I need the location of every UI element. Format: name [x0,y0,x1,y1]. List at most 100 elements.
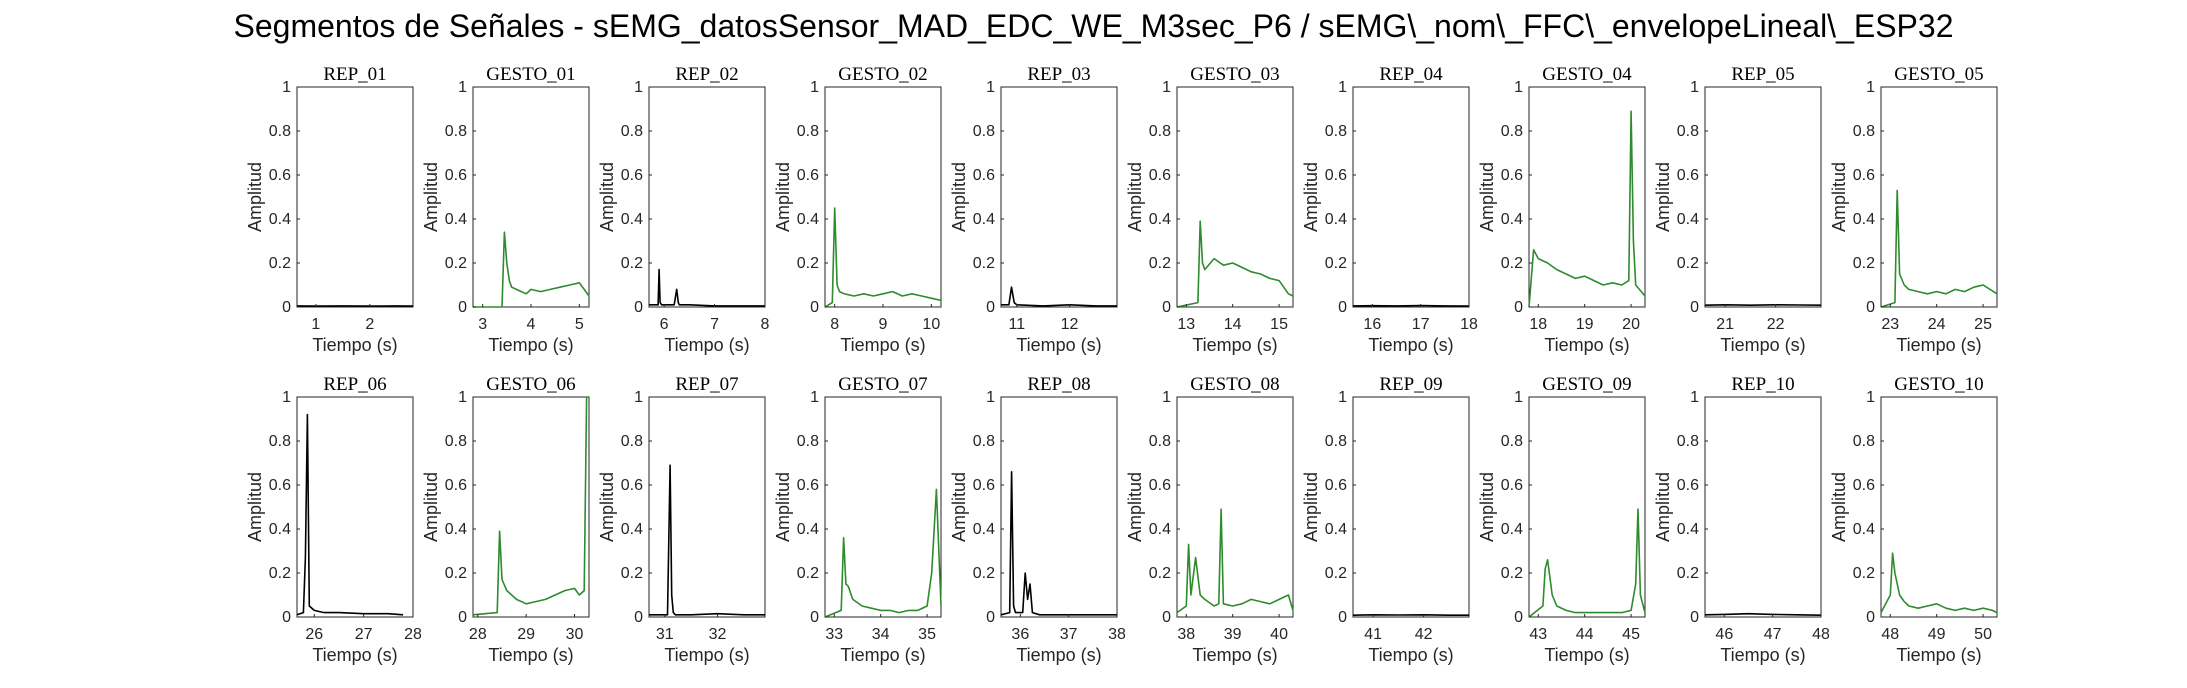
y-tick-label: 1 [282,389,291,406]
x-tick-label: 37 [1060,626,1078,643]
y-tick-label: 1 [986,79,995,96]
y-tick-label: 0 [1514,299,1523,316]
y-tick-label: 1 [1866,79,1875,96]
y-tick-label: 1 [1690,389,1699,406]
y-tick-label: 0.6 [1149,477,1171,494]
x-tick-label: 31 [656,626,674,643]
y-tick-label: 0.4 [269,521,291,538]
y-tick-label: 0.2 [1325,255,1347,272]
subplot-title: GESTO_09 [1542,374,1631,395]
series-line [1000,470,1117,616]
y-tick-label: 0.2 [621,565,643,582]
subplot-title: REP_01 [323,64,386,85]
y-tick-label: 0.4 [1853,521,1875,538]
y-tick-label: 0.6 [1149,167,1171,184]
y-tick-label: 1 [810,389,819,406]
x-axis-label: Tiempo (s) [312,645,397,665]
y-tick-label: 0.8 [1677,123,1699,140]
y-tick-label: 1 [458,389,467,406]
x-tick-label: 47 [1764,626,1782,643]
x-tick-label: 20 [1622,316,1640,333]
x-tick-label: 39 [1224,626,1242,643]
plot-area [1176,86,1294,308]
x-tick-label: 4 [527,316,536,333]
x-tick-label: 25 [1974,316,1992,333]
x-tick-label: 44 [1576,626,1594,643]
y-tick-label: 0 [282,299,291,316]
x-tick-label: 8 [830,316,839,333]
y-tick-label: 0.4 [797,211,819,228]
y-tick-label: 0.2 [797,255,819,272]
y-tick-label: 0.6 [797,477,819,494]
plot-area [1000,86,1118,308]
x-tick-label: 40 [1270,626,1288,643]
x-axis-label: Tiempo (s) [840,645,925,665]
y-tick-label: 0.8 [1325,123,1347,140]
y-tick-label: 0.4 [445,211,467,228]
y-tick-label: 0.2 [1325,565,1347,582]
y-tick-label: 1 [1514,389,1523,406]
y-tick-label: 0.6 [1853,477,1875,494]
series-line [1176,508,1294,614]
y-tick-label: 0.2 [797,565,819,582]
x-tick-label: 45 [1622,626,1640,643]
y-tick-label: 0.2 [621,255,643,272]
subplot-rep-08: 0 0.2 0.4 0.6 0.8 1 36 37 38 REP_08 Tiempo (s) Ampl… [949,374,1126,665]
subplot-title: REP_04 [1379,64,1443,85]
y-tick-label: 0.2 [973,255,995,272]
subplot-title: REP_07 [675,374,738,395]
x-axis-label: Tiempo (s) [1896,645,1981,665]
x-axis-label: Tiempo (s) [664,335,749,355]
series-line [296,413,404,616]
x-axis-label: Tiempo (s) [1544,645,1629,665]
plot-area [824,86,942,308]
y-tick-label: 0.4 [1149,211,1171,228]
x-tick-label: 46 [1715,626,1733,643]
y-tick-label: 0.2 [1853,565,1875,582]
subplot-title: REP_08 [1027,374,1090,395]
y-axis-label: Amplitud [773,472,793,542]
subplot-title: GESTO_07 [838,374,927,395]
plot-area [824,396,942,618]
y-axis-label: Amplitud [421,162,441,232]
y-tick-label: 0.6 [973,167,995,184]
y-tick-label: 0.2 [1677,565,1699,582]
y-tick-label: 0.4 [797,521,819,538]
y-tick-label: 0.8 [973,123,995,140]
x-axis-label: Tiempo (s) [1544,335,1629,355]
subplot-gesto-08: 0 0.2 0.4 0.6 0.8 1 38 39 40 GESTO_08 Tiempo (s) Am… [1125,374,1294,665]
y-tick-label: 0.4 [621,521,643,538]
y-tick-label: 0.4 [1677,211,1699,228]
y-tick-label: 0.8 [1501,433,1523,450]
y-axis-label: Amplitud [949,162,969,232]
y-axis-label: Amplitud [597,162,617,232]
x-tick-label: 41 [1364,626,1382,643]
series-line [1176,220,1294,308]
x-tick-label: 10 [922,316,940,333]
y-tick-label: 0.2 [1501,565,1523,582]
x-tick-label: 12 [1061,316,1079,333]
y-tick-label: 0.4 [621,211,643,228]
y-axis-label: Amplitud [1653,162,1673,232]
y-tick-label: 0 [458,299,467,316]
x-tick-label: 32 [709,626,727,643]
subplot-title: REP_03 [1027,64,1090,85]
x-axis-label: Tiempo (s) [1016,335,1101,355]
x-tick-label: 13 [1177,316,1195,333]
x-tick-label: 5 [575,316,584,333]
y-tick-label: 0 [810,609,819,626]
plot-area [296,396,414,618]
subplot-rep-04: 0 0.2 0.4 0.6 0.8 1 16 17 18 REP_04 Tiempo (s) Ampl… [1301,64,1478,355]
y-tick-label: 0.6 [621,477,643,494]
y-tick-label: 0.6 [1853,167,1875,184]
y-axis-label: Amplitud [773,162,793,232]
x-axis-label: Tiempo (s) [1192,645,1277,665]
y-tick-label: 0.6 [1677,167,1699,184]
y-tick-label: 0 [986,609,995,626]
y-tick-label: 0.8 [1501,123,1523,140]
x-tick-label: 36 [1011,626,1029,643]
y-axis-label: Amplitud [1477,472,1497,542]
y-tick-label: 0.6 [1325,477,1347,494]
y-tick-label: 0.6 [797,167,819,184]
